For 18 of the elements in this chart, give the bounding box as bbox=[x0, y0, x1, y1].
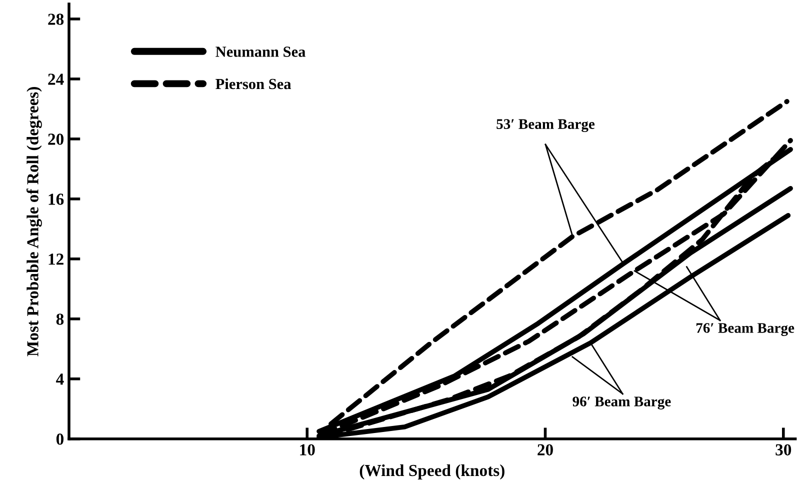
legend-label: Pierson Sea bbox=[216, 78, 292, 90]
annotation: 53′ Beam Barge bbox=[496, 119, 595, 132]
annotation: 96′ Beam Barge bbox=[572, 396, 671, 410]
annotation: 76′ Beam Barge bbox=[696, 323, 794, 336]
x-tick-label: 10 bbox=[300, 444, 315, 456]
y-axis-title: Most Probable Angle of Roll (degrees) bbox=[26, 87, 42, 356]
y-tick-label: 28 bbox=[48, 14, 64, 25]
y-tick-label: 12 bbox=[48, 254, 64, 265]
y-tick-label: 8 bbox=[56, 314, 64, 325]
x-tick-label: 30 bbox=[776, 444, 792, 456]
y-tick-label: 20 bbox=[48, 134, 64, 145]
y-tick-label: 4 bbox=[56, 374, 64, 385]
x-axis-title: (Wind Speed (knots) bbox=[360, 464, 504, 480]
y-tick-label: 24 bbox=[48, 74, 64, 85]
y-tick-label: 0 bbox=[56, 434, 64, 445]
y-tick-label: 16 bbox=[48, 194, 64, 205]
x-tick-label: 20 bbox=[538, 444, 553, 456]
legend-label: Neumann Sea bbox=[216, 46, 306, 57]
